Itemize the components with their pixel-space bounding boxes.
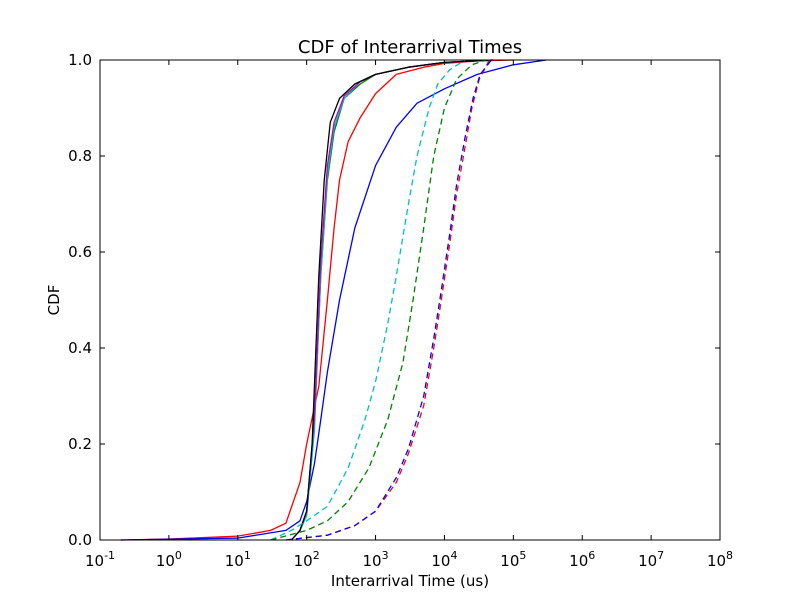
series-line-8 <box>270 59 487 541</box>
series-line-9 <box>285 59 491 541</box>
y-tick-label: 0.4 <box>68 339 92 357</box>
plot-frame <box>99 59 721 541</box>
y-tick-label: 0.8 <box>68 147 92 165</box>
tick-layer: 10-1 100 101 102 103 104 105 106 107 108 0.0 0.2 0.4… <box>68 51 733 570</box>
x-tick-label: 100 <box>156 549 182 570</box>
chart-title: CDF of Interarrival Times <box>298 37 522 58</box>
x-tick-label: 104 <box>431 549 457 570</box>
x-tick-label: 103 <box>363 549 389 570</box>
x-tick-label: 101 <box>225 549 251 570</box>
x-tick-label: 108 <box>707 549 733 570</box>
series-line-6 <box>290 59 493 541</box>
y-tick-label: 1.0 <box>68 51 92 69</box>
x-axis-label: Interarrival Time (us) <box>331 572 489 590</box>
y-tick-label: 0.6 <box>68 243 92 261</box>
y-tick-label: 0.2 <box>68 435 92 453</box>
x-tick-label: 106 <box>569 549 595 570</box>
y-tick-label: 0.0 <box>68 531 92 549</box>
series-line-2 <box>120 59 547 541</box>
series-line-10 <box>285 59 492 541</box>
x-tick-label: 10-1 <box>85 549 115 570</box>
x-tick-label: 107 <box>638 549 664 570</box>
series-line-7 <box>270 59 466 541</box>
y-axis-label: CDF <box>45 285 63 316</box>
series-line-1 <box>120 59 514 541</box>
x-tick-label: 105 <box>500 549 526 570</box>
series-layer <box>120 59 547 541</box>
x-tick-label: 102 <box>294 549 320 570</box>
